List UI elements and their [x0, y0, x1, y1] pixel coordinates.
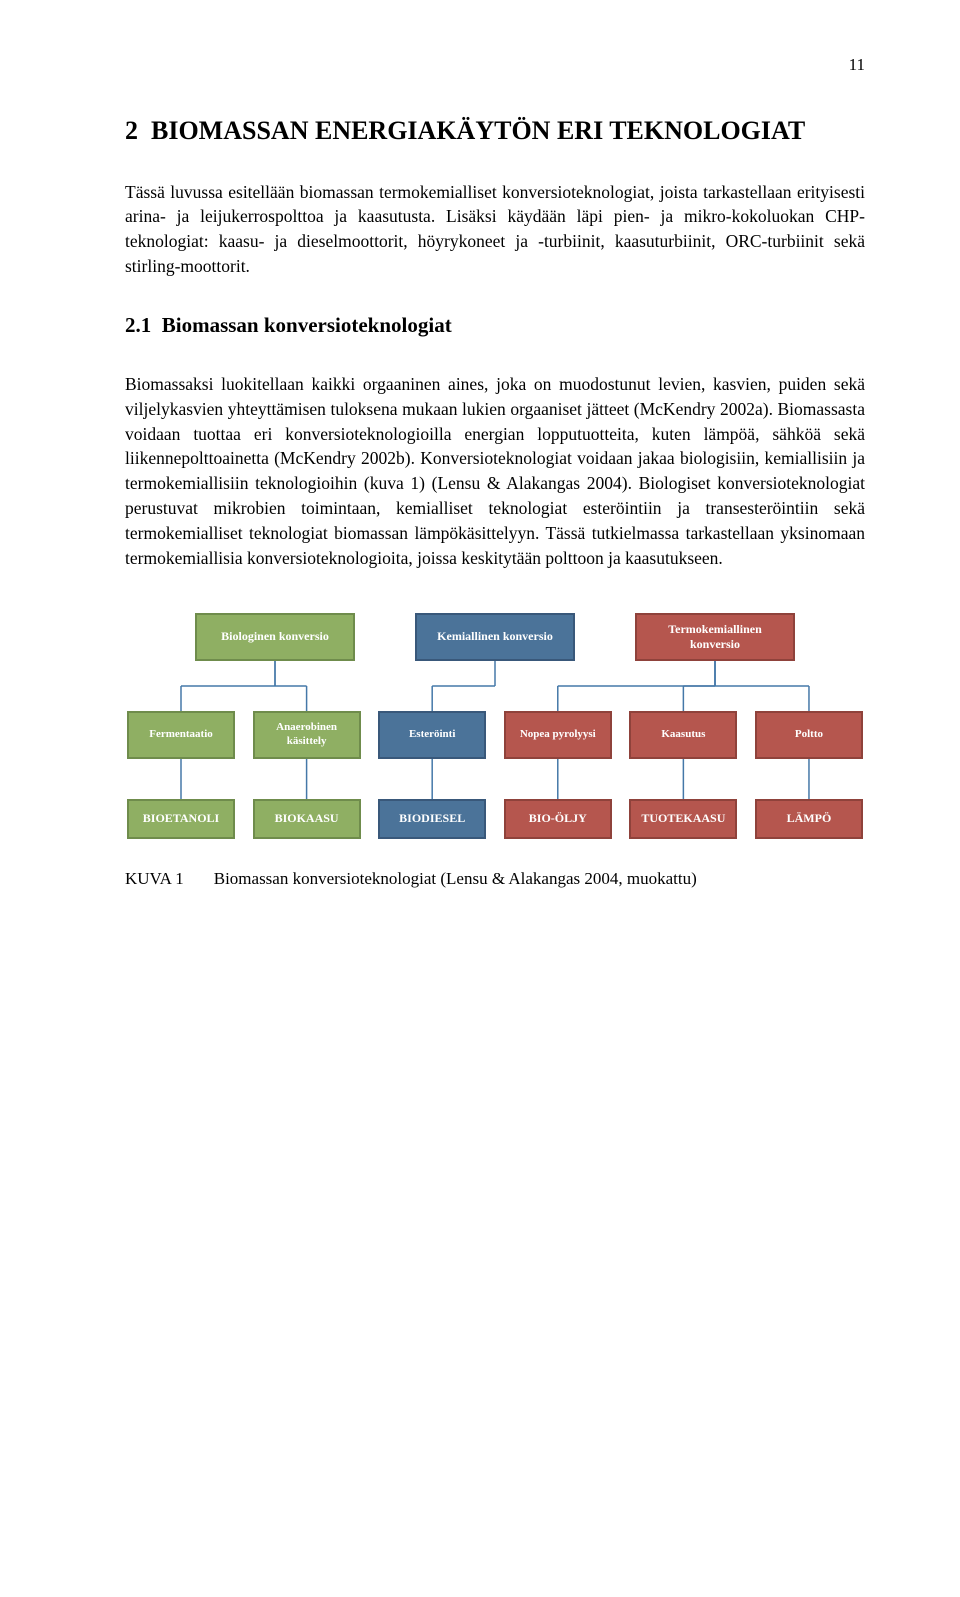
- diagram-node: Termokemiallinen konversio: [635, 613, 795, 661]
- diagram-row-top: Biologinen konversio Kemiallinen konversi…: [125, 613, 865, 661]
- chapter-number: 2: [125, 116, 138, 145]
- caption-text: Biomassan konversioteknologiat (Lensu & …: [214, 869, 697, 889]
- diagram-node: BIODIESEL: [378, 799, 486, 839]
- diagram-node: Esteröinti: [378, 711, 486, 759]
- diagram-node: TUOTEKAASU: [629, 799, 737, 839]
- diagram-node: Nopea pyrolyysi: [504, 711, 612, 759]
- diagram-node: Biologinen konversio: [195, 613, 355, 661]
- section-number: 2.1: [125, 313, 151, 337]
- diagram-node: Kemiallinen konversio: [415, 613, 575, 661]
- section-title: 2.1 Biomassan konversioteknologiat: [125, 313, 865, 338]
- diagram-row-mid: Fermentaatio Anaerobinen käsittely Esteröi…: [125, 711, 865, 759]
- diagram-node: BIOKAASU: [253, 799, 361, 839]
- chapter-heading: BIOMASSAN ENERGIAKÄYTÖN ERI TEKNOLOGIAT: [151, 116, 805, 145]
- figure-caption: KUVA 1 Biomassan konversioteknologiat (L…: [125, 869, 865, 889]
- diagram-node: Fermentaatio: [127, 711, 235, 759]
- diagram-node: BIOETANOLI: [127, 799, 235, 839]
- section-heading: Biomassan konversioteknologiat: [162, 313, 452, 337]
- chapter-title: 2 BIOMASSAN ENERGIAKÄYTÖN ERI TEKNOLOGIA…: [125, 115, 865, 148]
- caption-label: KUVA 1: [125, 869, 184, 889]
- diagram-node: Poltto: [755, 711, 863, 759]
- diagram-row-bot: BIOETANOLI BIOKAASU BIODIESEL BIO-ÖLJY TUOTE…: [125, 799, 865, 839]
- page-number: 11: [125, 55, 865, 75]
- diagram-node: LÄMPÖ: [755, 799, 863, 839]
- diagram-node: BIO-ÖLJY: [504, 799, 612, 839]
- intro-paragraph: Tässä luvussa esitellään biomassan termo…: [125, 180, 865, 279]
- body-paragraph: Biomassaksi luokitellaan kaikki orgaanin…: [125, 372, 865, 571]
- diagram-node: Kaasutus: [629, 711, 737, 759]
- conversion-diagram: Biologinen konversio Kemiallinen konversi…: [125, 613, 865, 839]
- diagram-node: Anaerobinen käsittely: [253, 711, 361, 759]
